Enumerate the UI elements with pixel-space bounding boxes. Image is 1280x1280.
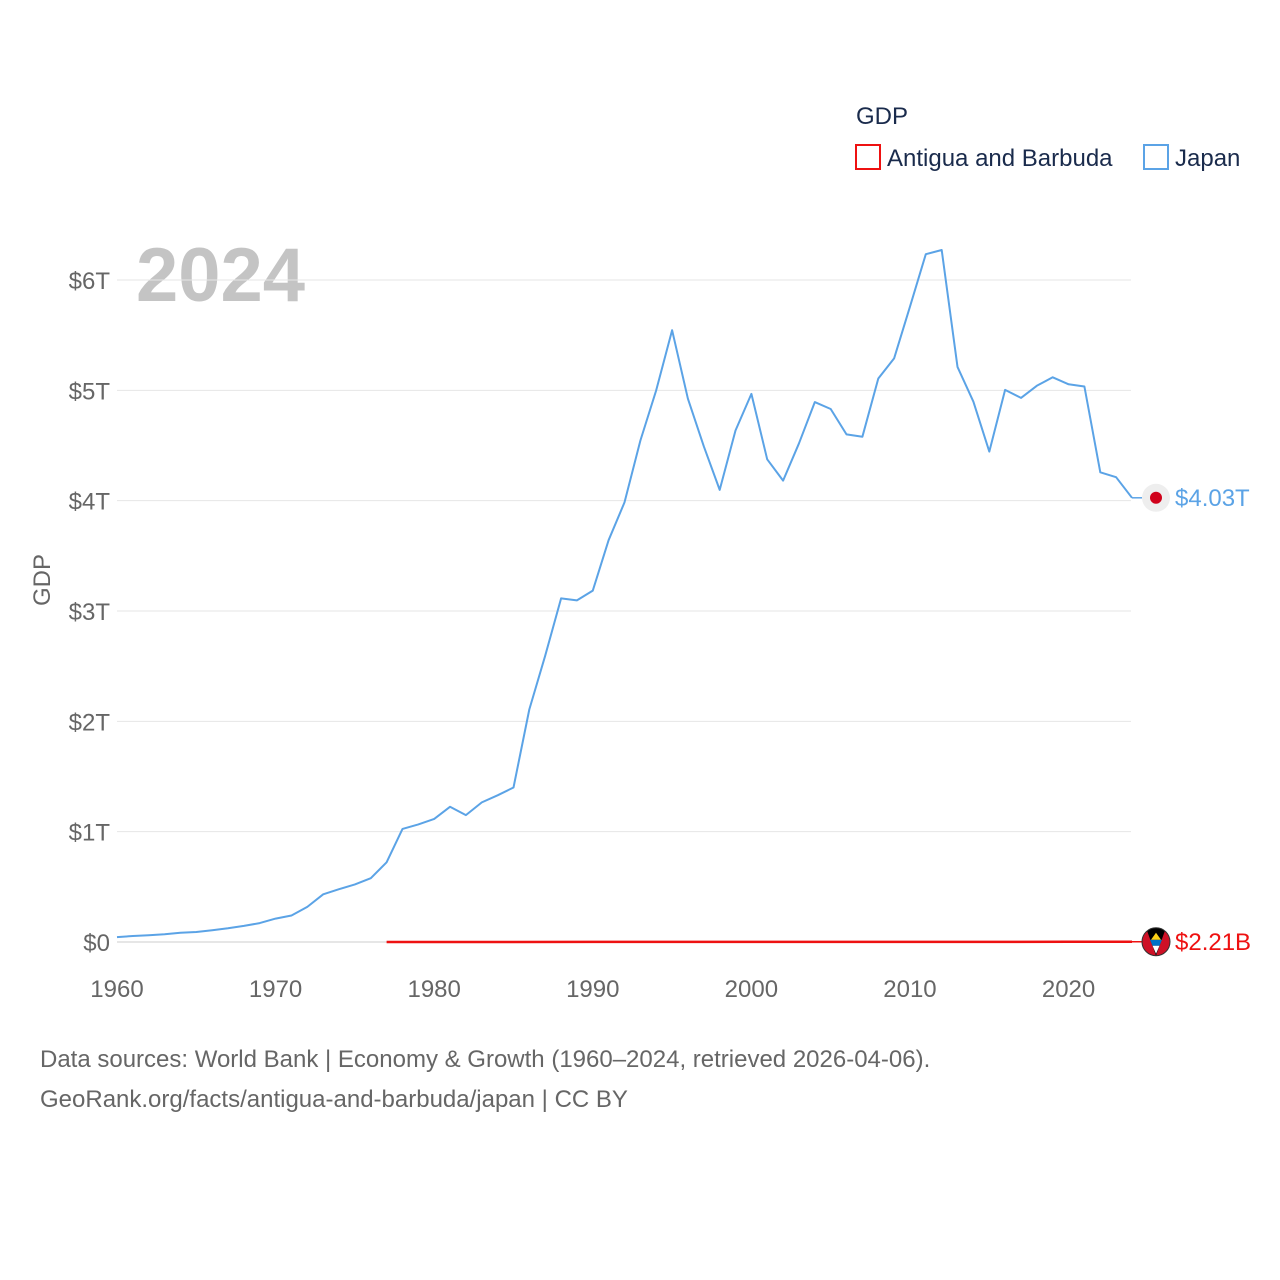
series-line-japan: [116, 249, 1133, 939]
y-axis-title: GDP: [29, 554, 56, 606]
y-tick-label: $1T: [69, 820, 111, 847]
japan-end-marker[interactable]: $4.03T: [1132, 483, 1250, 512]
series-lines: [116, 249, 1133, 944]
legend-item-japan[interactable]: Japan: [1143, 144, 1240, 172]
x-tick-label: 2010: [883, 976, 936, 1003]
y-tick-label: $2T: [69, 709, 111, 736]
legend-label-antigua-and-barbuda: Antigua and Barbuda: [887, 145, 1113, 172]
y-tick-label: $4T: [69, 489, 111, 516]
x-axis-ticks: 1960 1970 1980 1990 2000 2010 2020: [90, 976, 1095, 1003]
y-tick-label: $0: [83, 930, 110, 957]
x-tick-label: 1970: [249, 976, 302, 1003]
current-year-label: 2024: [136, 233, 305, 318]
antigua-and-barbuda-flag-icon: [1141, 927, 1171, 957]
x-tick-label: 1980: [407, 976, 460, 1003]
grid: [117, 279, 1131, 943]
legend-title: GDP: [856, 103, 908, 130]
data-source-note: Data sources: World Bank | Economy & Gro…: [40, 1040, 930, 1120]
japan-flag-icon: [1142, 483, 1170, 512]
y-tick-label: $3T: [69, 599, 111, 626]
legend-swatch-antigua-and-barbuda: [855, 144, 881, 170]
legend-swatch-japan: [1143, 144, 1169, 170]
legend-item-antigua-and-barbuda[interactable]: Antigua and Barbuda: [855, 144, 1113, 172]
x-tick-label: 2020: [1042, 976, 1095, 1003]
y-tick-label: $5T: [69, 378, 111, 405]
y-tick-label: $6T: [69, 268, 111, 295]
x-tick-label: 1990: [566, 976, 619, 1003]
source-line-1: Data sources: World Bank | Economy & Gro…: [40, 1046, 931, 1073]
antigua-end-marker[interactable]: $2.21B: [1132, 927, 1251, 957]
antigua-end-value-label: $2.21B: [1175, 929, 1251, 956]
japan-end-value-label: $4.03T: [1175, 485, 1250, 512]
source-line-2[interactable]: GeoRank.org/facts/antigua-and-barbuda/ja…: [40, 1086, 628, 1113]
x-tick-label: 2000: [725, 976, 778, 1003]
x-tick-label: 1960: [90, 976, 143, 1003]
legend-label-japan: Japan: [1175, 145, 1240, 172]
y-axis-ticks: $0 $1T $2T $3T $4T $5T $6T: [69, 268, 111, 957]
